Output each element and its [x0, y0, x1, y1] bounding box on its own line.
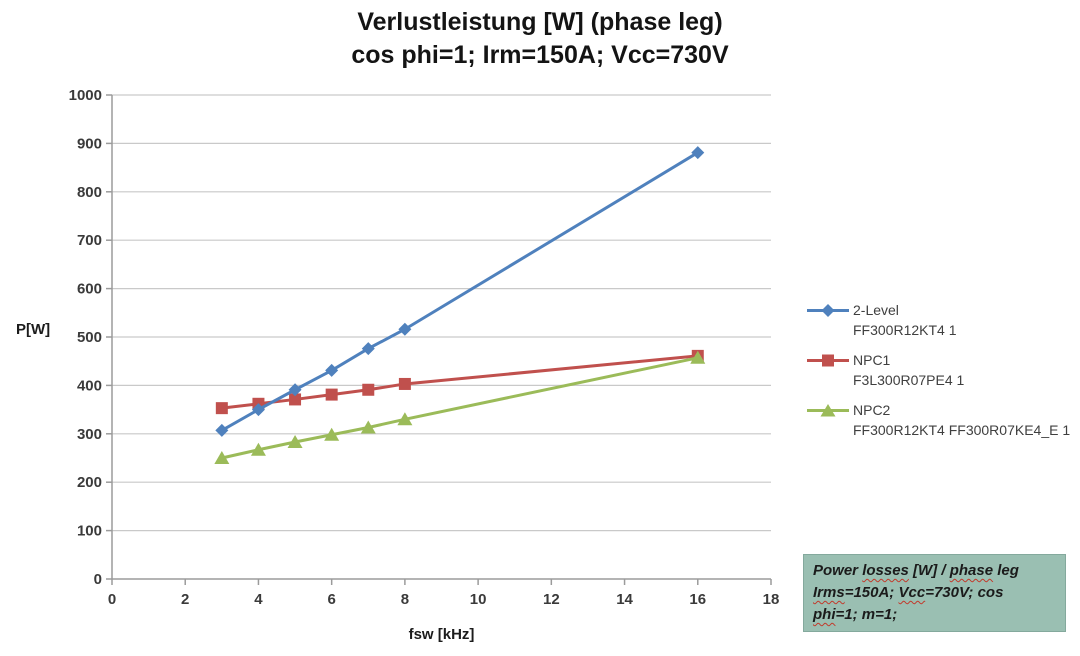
x-tick-label: 18 [763, 591, 780, 608]
diamond-marker-icon [215, 423, 229, 437]
y-tick-label: 800 [77, 184, 102, 201]
note-word: =1; m=1; [835, 606, 898, 623]
note-box: Power losses [W] / phase leg Irms=150A; V… [803, 554, 1066, 632]
diamond-marker-icon [398, 322, 412, 336]
x-tick-label: 12 [543, 591, 560, 608]
x-tick-label: 14 [616, 591, 633, 608]
diamond-marker-icon [251, 403, 265, 417]
x-tick-label: 16 [689, 591, 706, 608]
note-line: Irms=150A; Vcc=730V; cos [813, 582, 1056, 604]
legend-marker-diamond-icon [807, 304, 849, 317]
triangle-marker-icon [324, 427, 340, 441]
chart-title: Verlustleistung [W] (phase leg) cos phi=… [0, 6, 1080, 72]
note-word: Power [813, 562, 863, 579]
triangle-marker-icon [690, 350, 706, 364]
legend-entry-2-level: 2-Level FF300R12KT4 1 [805, 300, 1070, 340]
legend-text-npc1: NPC1 F3L300R07PE4 1 [853, 350, 964, 390]
y-axis-title: P[W] [16, 321, 51, 338]
note-line: Power losses [W] / phase leg [813, 560, 1056, 582]
note-word: =150A; [844, 584, 899, 601]
y-tick-label: 1000 [69, 87, 102, 104]
triangle-marker-icon [287, 435, 303, 449]
diamond-marker-icon [821, 304, 835, 317]
note-word-misspelled: phi [813, 606, 836, 623]
diamond-marker-icon [691, 146, 705, 160]
legend-series-name: NPC1 [853, 352, 891, 368]
square-marker-icon [398, 377, 411, 390]
legend-entry-npc2: NPC2 FF300R12KT4 FF300R07KE4_E 1 [805, 400, 1070, 440]
note-word: =730V; cos [925, 584, 1004, 601]
y-tick-label: 400 [77, 377, 102, 394]
x-tick-label: 4 [254, 591, 263, 608]
legend-series-name: 2-Level [853, 302, 899, 318]
legend-marker-square-icon [807, 354, 849, 367]
note-word: [W] / [908, 562, 950, 579]
legend-series-part: F3L300R07PE4 1 [853, 372, 965, 388]
diamond-marker-icon [288, 383, 302, 397]
x-tick-label: 8 [401, 591, 409, 608]
triangle-marker-icon [820, 404, 836, 417]
triangle-marker-icon [397, 412, 413, 426]
diamond-marker-icon [325, 363, 339, 377]
x-tick-label: 0 [108, 591, 116, 608]
note-word-misspelled: losses [862, 562, 909, 579]
square-marker-icon [362, 383, 375, 396]
x-tick-label: 10 [470, 591, 487, 608]
chart-title-line1: Verlustleistung [W] (phase leg) [357, 8, 723, 36]
y-tick-label: 0 [94, 571, 102, 588]
x-tick-label: 2 [181, 591, 189, 608]
note-word: leg [993, 562, 1019, 579]
square-marker-icon [325, 388, 338, 401]
triangle-marker-icon [360, 420, 376, 434]
x-tick-label: 6 [327, 591, 335, 608]
note-word-misspelled: phase [949, 562, 994, 579]
square-marker-icon [822, 354, 834, 367]
x-axis-title: fsw [kHz] [408, 626, 475, 643]
y-tick-label: 300 [77, 426, 102, 443]
chart-title-line2: cos phi=1; Irm=150A; Vcc=730V [351, 41, 729, 69]
legend-series-name: NPC2 [853, 402, 891, 418]
y-tick-label: 700 [77, 232, 102, 249]
note-word-misspelled: Irms [813, 584, 845, 601]
diamond-marker-icon [361, 342, 375, 356]
triangle-marker-icon [214, 451, 230, 464]
note-word-misspelled: Vcc [898, 584, 926, 601]
y-tick-label: 500 [77, 329, 102, 346]
y-tick-label: 600 [77, 281, 102, 298]
square-marker-icon [289, 393, 302, 406]
legend-series-part: FF300R12KT4 1 [853, 322, 957, 338]
legend-text-npc2: NPC2 FF300R12KT4 FF300R07KE4_E 1 [853, 400, 1070, 440]
note-line: phi=1; m=1; [813, 604, 1056, 626]
legend: 2-Level FF300R12KT4 1 NPC1 F3L300R07PE4 … [805, 300, 1070, 440]
square-marker-icon [215, 402, 228, 415]
triangle-marker-icon [250, 442, 266, 456]
y-tick-label: 200 [77, 474, 102, 491]
legend-entry-npc1: NPC1 F3L300R07PE4 1 [805, 350, 1070, 390]
legend-marker-triangle-icon [807, 404, 849, 417]
legend-series-part: FF300R12KT4 FF300R07KE4_E 1 [853, 422, 1071, 438]
legend-text-2-level: 2-Level FF300R12KT4 1 [853, 300, 957, 340]
y-tick-label: 900 [77, 135, 102, 152]
y-tick-label: 100 [77, 523, 102, 540]
